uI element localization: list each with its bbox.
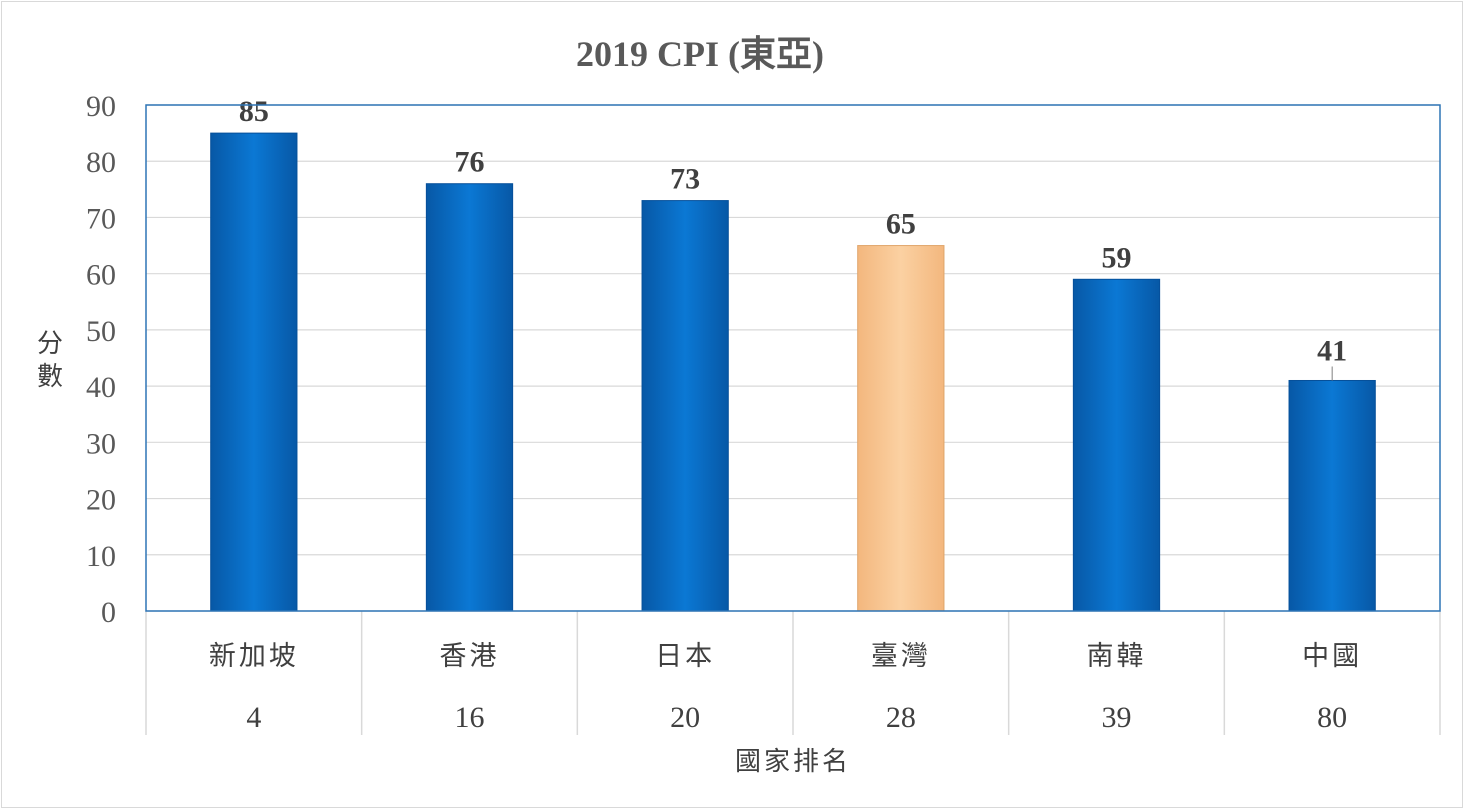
- bar-5: [1072, 278, 1161, 612]
- bar-3: [641, 200, 729, 612]
- y-tick-label: 60: [86, 259, 116, 292]
- rank-label: 28: [886, 701, 916, 734]
- y-tick-label: 90: [86, 90, 116, 123]
- rank-label: 39: [1102, 701, 1132, 734]
- data-label: 76: [455, 146, 485, 179]
- rank-label: 20: [670, 701, 700, 734]
- bars: [210, 132, 1376, 612]
- y-tick-label: 40: [86, 371, 116, 404]
- category-label: 南韓: [1087, 641, 1147, 672]
- category-label: 臺灣: [871, 641, 931, 672]
- data-label: 73: [670, 163, 700, 196]
- category-label: 中國: [1302, 641, 1362, 672]
- x-axis-label: 國家排名: [735, 747, 851, 777]
- data-label: 41: [1317, 334, 1347, 367]
- category-label: 日本: [655, 641, 715, 672]
- y-tick-labels: 0 10 20 30 40 50 60 70 80 90: [86, 90, 116, 629]
- y-axis-label-2: 數: [37, 362, 63, 392]
- y-tick-label: 30: [86, 427, 116, 460]
- bar-4: [857, 245, 945, 612]
- category-label: 新加坡: [209, 641, 299, 672]
- bar-1: [210, 132, 298, 612]
- gridlines: [146, 104, 1440, 612]
- data-label: 85: [239, 95, 269, 128]
- bar-2: [425, 183, 514, 612]
- y-tick-label: 80: [86, 146, 116, 179]
- bar-6: [1288, 379, 1376, 612]
- y-tick-label: 0: [101, 596, 116, 629]
- rank-label: 16: [455, 701, 485, 734]
- data-labels: 85 76 73 65 59 41: [239, 95, 1347, 381]
- y-tick-label: 10: [86, 540, 116, 573]
- y-tick-label: 20: [86, 484, 116, 517]
- data-label: 65: [886, 208, 916, 241]
- x-axis-table: 新加坡 4 香港 16 日本 20 臺灣 28 南韓 39 中國 80: [145, 611, 1441, 735]
- chart-title: 2019 CPI (東亞): [576, 34, 824, 74]
- rank-label: 80: [1317, 701, 1347, 734]
- y-tick-label: 70: [86, 202, 116, 235]
- y-axis-label-1: 分: [37, 329, 63, 359]
- plot-border: [145, 104, 1441, 612]
- rank-label: 4: [246, 701, 261, 734]
- category-label: 香港: [440, 641, 500, 672]
- y-tick-label: 50: [86, 315, 116, 348]
- data-label: 59: [1102, 241, 1132, 274]
